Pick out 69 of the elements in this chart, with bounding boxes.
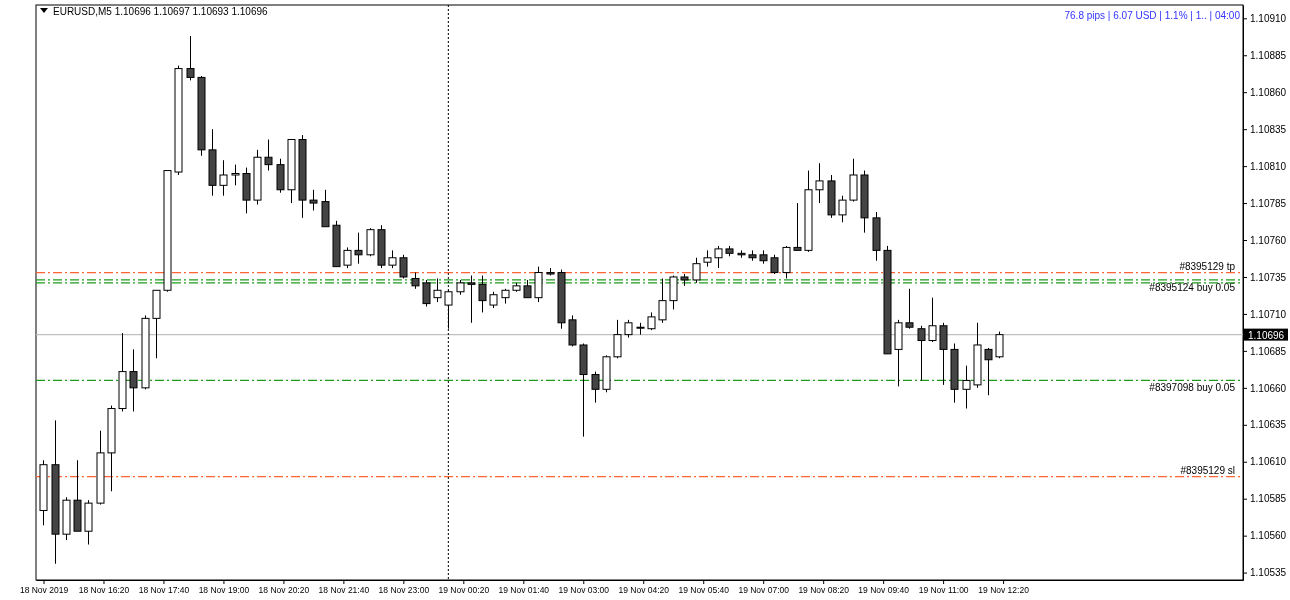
- candlestick: [186, 35, 195, 81]
- candlestick: [838, 195, 847, 223]
- y-tick-label: 1.10660: [1250, 382, 1287, 394]
- candlestick: [714, 245, 723, 269]
- x-tick-label: 19 Nov 08:20: [798, 585, 850, 596]
- x-tick-label: 18 Nov 23:00: [378, 585, 430, 596]
- ref-line-label: 1.10696: [1248, 329, 1285, 341]
- y-tick-label: 1.10735: [1250, 271, 1287, 283]
- y-tick-label: 1.10585: [1250, 493, 1287, 505]
- y-tick-label: 1.10885: [1250, 49, 1287, 61]
- candlestick: [793, 202, 802, 251]
- y-tick-label: 1.10760: [1250, 234, 1287, 246]
- x-tick-label: 19 Nov 05:40: [678, 585, 730, 596]
- x-tick-label: 19 Nov 03:00: [558, 585, 610, 596]
- candlestick: [129, 348, 138, 412]
- y-tick-label: 1.10835: [1250, 123, 1287, 135]
- candlestick: [264, 139, 273, 172]
- candlestick: [669, 275, 678, 310]
- candlestick: [591, 371, 600, 404]
- ref-line-label: #8397098 buy 0.05: [1149, 382, 1236, 394]
- candlestick: [613, 319, 622, 359]
- y-tick-label: 1.10535: [1250, 567, 1287, 579]
- candlestick: [939, 322, 948, 386]
- candlestick: [905, 288, 914, 330]
- y-tick-label: 1.10610: [1250, 456, 1287, 468]
- candlestick: [309, 189, 318, 211]
- y-tick-label: 1.10685: [1250, 345, 1287, 357]
- chart-title: EURUSD,M5 1.10696 1.10697 1.10693 1.10696: [53, 6, 269, 17]
- x-tick-label: 19 Nov 11:00: [918, 585, 969, 596]
- y-tick-label: 1.10785: [1250, 197, 1287, 209]
- y-tick-label: 1.10635: [1250, 419, 1287, 431]
- candlestick: [478, 275, 487, 313]
- x-tick-label: 18 Nov 19:00: [198, 585, 250, 596]
- candlestick: [770, 254, 779, 275]
- candlestick: [467, 275, 476, 324]
- x-tick-label: 18 Nov 2019: [19, 585, 69, 596]
- candlestick: [343, 246, 352, 269]
- x-tick-label: 19 Nov 04:20: [618, 585, 670, 596]
- y-tick-label: 1.10860: [1250, 86, 1287, 98]
- x-tick-label: 19 Nov 07:00: [738, 585, 790, 596]
- x-tick-label: 19 Nov 01:40: [498, 585, 550, 596]
- ref-line-label: #8395124 buy 0.05: [1149, 281, 1236, 293]
- candlestick: [984, 347, 993, 396]
- candlestick: [354, 232, 363, 265]
- candlestick: [928, 297, 937, 343]
- candlestick: [433, 277, 442, 303]
- y-tick-label: 1.10910: [1250, 13, 1287, 24]
- ref-line-label: #8395129 sl: [1180, 464, 1235, 476]
- y-tick-label: 1.10560: [1250, 530, 1287, 542]
- x-tick-label: 18 Nov 21:40: [318, 585, 370, 596]
- annotation: 76.8 pips | 6.07 USD | 1.1% | 1.. | 04:00: [1064, 10, 1241, 21]
- candlestick: [815, 162, 824, 204]
- y-tick-label: 1.10810: [1250, 160, 1287, 172]
- candlestick: [995, 331, 1004, 359]
- x-tick-label: 18 Nov 20:20: [258, 585, 310, 596]
- candlestick: [692, 257, 701, 284]
- x-tick-label: 18 Nov 16:20: [78, 585, 130, 596]
- candlestick: [962, 365, 971, 410]
- y-tick-label: 1.10710: [1250, 308, 1287, 320]
- candlestick: [219, 159, 228, 197]
- x-tick-label: 18 Nov 17:40: [138, 585, 190, 596]
- x-tick-label: 19 Nov 09:40: [858, 585, 910, 596]
- candlestick: [917, 325, 926, 381]
- ref-line-label: #8395129 tp: [1179, 260, 1236, 272]
- candlestick: [422, 279, 431, 308]
- x-tick-label: 19 Nov 12:20: [978, 585, 1030, 596]
- x-tick-label: 19 Nov 00:20: [438, 585, 490, 596]
- candlestick: [658, 277, 667, 324]
- candlestick: [231, 164, 240, 186]
